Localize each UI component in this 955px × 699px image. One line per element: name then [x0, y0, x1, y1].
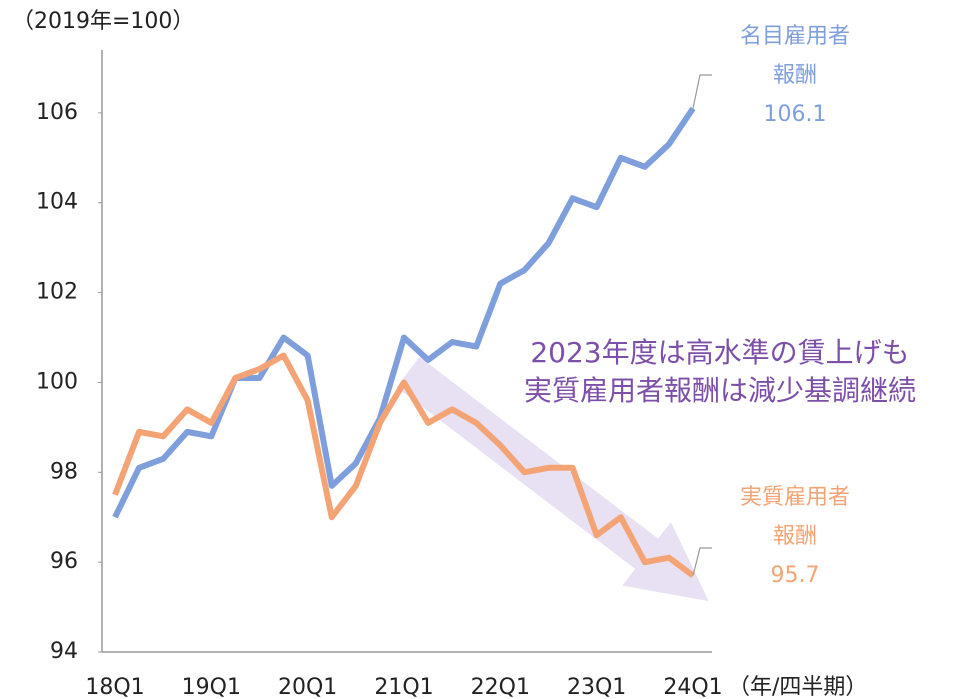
- x-tick-label: 21Q1: [374, 675, 433, 699]
- x-tick-label: 24Q1: [663, 675, 722, 699]
- data-label: 95.7: [771, 563, 820, 588]
- series-label: 報酬: [773, 524, 817, 549]
- y-tick-label: 98: [50, 459, 78, 484]
- x-tick-label: 22Q1: [471, 675, 530, 699]
- x-tick-label: 19Q1: [182, 675, 241, 699]
- y-unit-label: （2019年=100）: [12, 9, 194, 34]
- x-unit-label: （年/四半期）: [728, 675, 867, 699]
- x-tick-label: 20Q1: [278, 675, 337, 699]
- series-label: 報酬: [773, 63, 817, 88]
- data-label: 106.1: [764, 102, 827, 127]
- y-tick-label: 102: [36, 280, 78, 305]
- series-label: 名目雇用者: [740, 24, 850, 49]
- leader-line: [692, 547, 712, 576]
- y-tick-label: 96: [50, 549, 78, 574]
- series-line: [112, 352, 695, 579]
- y-tick-label: 100: [36, 369, 78, 394]
- x-tick-label: 18Q1: [85, 675, 144, 699]
- y-tick-label: 104: [36, 190, 78, 215]
- series-line: [112, 106, 696, 519]
- leader-line: [692, 74, 712, 109]
- annotation: 実質雇用者報酬は減少基調継続: [524, 374, 916, 407]
- x-tick-label: 23Q1: [567, 675, 626, 699]
- annotation: 2023年度は高水準の賃上げも: [530, 336, 909, 369]
- y-tick-label: 106: [36, 100, 78, 125]
- y-tick-label: 94: [50, 639, 78, 664]
- series-label: 実質雇用者: [740, 485, 850, 510]
